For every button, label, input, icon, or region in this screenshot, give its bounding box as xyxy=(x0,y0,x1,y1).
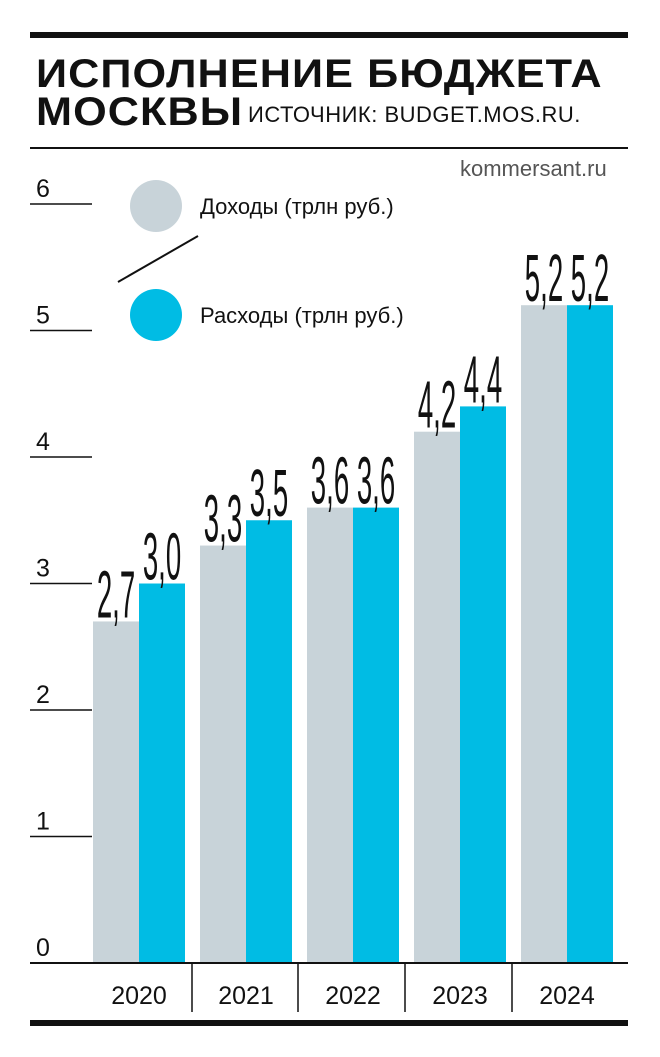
x-tick-label: 2021 xyxy=(218,982,274,1010)
bar-value-label: 5,2 xyxy=(525,241,563,315)
bar xyxy=(246,520,292,963)
legend-income-swatch xyxy=(130,180,182,232)
bar xyxy=(307,507,353,963)
bar xyxy=(567,305,613,963)
y-tick-label: 1 xyxy=(36,808,50,836)
top-rule xyxy=(30,32,628,38)
bars xyxy=(93,305,613,963)
chart-title-line1: ИСПОЛНЕНИЕ БЮДЖЕТА xyxy=(36,52,603,96)
bar-value-label: 4,2 xyxy=(418,368,456,442)
y-tick-label: 3 xyxy=(36,555,50,583)
legend: Доходы (трлн руб.) Расходы (трлн руб.) xyxy=(117,180,404,341)
bar xyxy=(521,305,567,963)
x-axis: 2020 2021 2022 2023 2024 xyxy=(111,963,595,1012)
bar-value-label: 5,2 xyxy=(571,241,609,315)
bar xyxy=(93,621,139,963)
bar xyxy=(200,545,246,963)
y-tick-label: 4 xyxy=(36,428,50,456)
x-tick-label: 2023 xyxy=(432,982,488,1010)
y-axis-grid: 0 1 2 3 4 5 6 xyxy=(30,175,92,962)
y-tick-label: 5 xyxy=(36,302,50,330)
y-tick-label: 0 xyxy=(36,934,50,962)
legend-divider xyxy=(117,235,199,283)
bar-value-label: 3,0 xyxy=(143,519,181,593)
bar-value-label: 2,7 xyxy=(97,557,135,631)
header-rule xyxy=(30,147,628,149)
x-tick-label: 2020 xyxy=(111,982,167,1010)
bottom-rule xyxy=(30,1020,628,1026)
legend-expense-label: Расходы (трлн руб.) xyxy=(200,303,404,328)
legend-income-label: Доходы (трлн руб.) xyxy=(200,194,394,219)
x-tick-label: 2022 xyxy=(325,982,381,1010)
value-labels: 2,73,0 3,3 3,5 3,6 3,6 4,2 4,4 5,2 5,2 xyxy=(97,241,609,632)
y-tick-label: 6 xyxy=(36,175,50,203)
chart-title-line2: МОСКВЫ xyxy=(36,90,244,134)
bar-value-label: 3,5 xyxy=(250,456,288,530)
source-note: ИСТОЧНИК: BUDGET.MOS.RU. xyxy=(248,102,581,127)
bar xyxy=(414,431,460,963)
bar-value-label: 3,6 xyxy=(311,443,349,517)
bar-value-label: 4,4 xyxy=(464,342,502,416)
x-tick-label: 2024 xyxy=(539,982,595,1010)
bar xyxy=(139,583,185,963)
y-tick-label: 2 xyxy=(36,681,50,709)
brand-credit: kommersant.ru xyxy=(460,156,607,181)
legend-expense-swatch xyxy=(130,289,182,341)
bar-value-label: 3,3 xyxy=(204,481,242,555)
bar xyxy=(353,507,399,963)
bar-value-label: 3,6 xyxy=(357,443,395,517)
bar xyxy=(460,406,506,963)
